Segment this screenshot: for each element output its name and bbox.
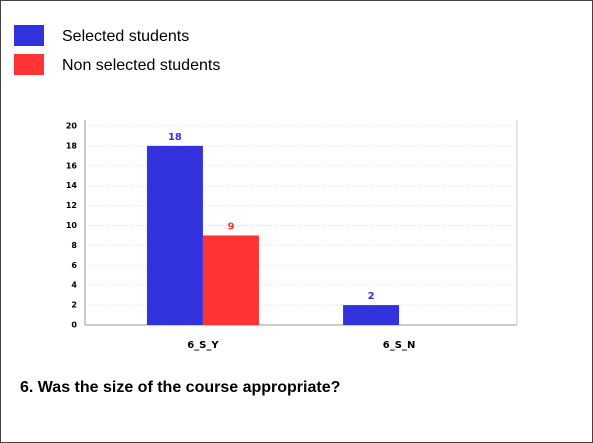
value-label: 18: [168, 132, 182, 143]
bar: [343, 305, 400, 325]
y-tick-label: 18: [66, 141, 78, 150]
legend-label: Non selected students: [62, 57, 220, 74]
y-tick-label: 8: [71, 241, 77, 250]
y-tick-label: 20: [66, 122, 78, 131]
bar: [202, 235, 259, 325]
y-tick-label: 6: [71, 261, 77, 270]
y-tick-label: 2: [71, 301, 77, 310]
y-tick-label: 0: [71, 321, 77, 330]
legend-swatch: [14, 25, 44, 46]
bar: [146, 145, 203, 325]
x-tick-label: 6_S_Y: [187, 340, 219, 351]
chart-title: 6. Was the size of the course appropriat…: [20, 379, 340, 396]
legend-label: Selected students: [62, 28, 189, 45]
y-tick-label: 4: [71, 281, 77, 290]
value-label: 2: [368, 291, 375, 302]
x-tick-label: 6_S_N: [383, 340, 416, 351]
value-label: 9: [227, 221, 234, 232]
y-tick-label: 16: [66, 161, 78, 170]
y-tick-label: 14: [66, 181, 78, 190]
y-tick-label: 10: [66, 221, 78, 230]
legend-swatch: [14, 54, 44, 75]
y-tick-label: 12: [66, 201, 77, 210]
